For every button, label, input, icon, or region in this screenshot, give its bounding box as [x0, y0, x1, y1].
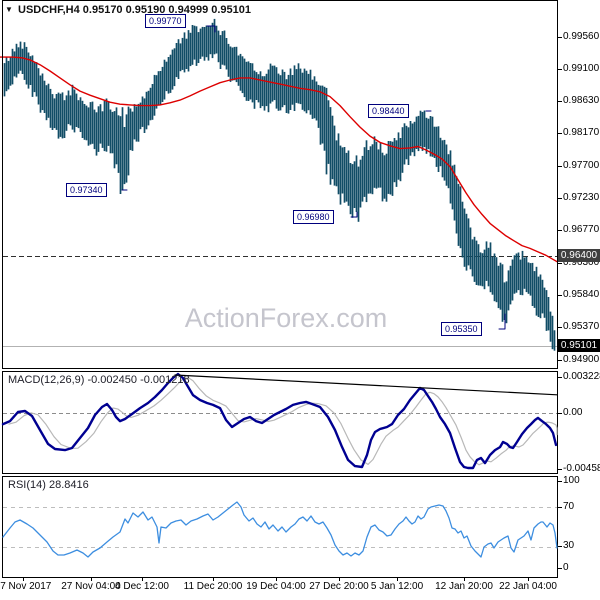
annotation-connector-4 [498, 313, 506, 330]
price-axis-label: 0.99100 [563, 63, 600, 74]
price-axis-label: 0.98170 [563, 127, 600, 138]
time-axis-label: 12 Jan 20:00 [435, 581, 493, 592]
time-axis-label: 4 Dec 12:00 [115, 581, 169, 592]
rsi-axis-label: 100 [563, 475, 580, 486]
macd-axis-label: -0.004588 [563, 463, 600, 474]
price-annotation-0.97340: 0.97340 [66, 183, 107, 197]
macd-main-line [1, 372, 558, 470]
price-axis-label: 0.99560 [563, 31, 600, 42]
rsi-axis-label: 70 [563, 501, 575, 512]
watermark: ActionForex.com [184, 303, 388, 333]
macd-trendline [174, 374, 558, 396]
macd-signal-line [8, 377, 558, 466]
macd-axis-label: 0.00 [563, 407, 583, 418]
rsi-axis-label: 0 [563, 562, 569, 573]
price-panel-border [2, 0, 558, 369]
price-axis-label: 0.96770 [563, 224, 600, 235]
time-axis-label: 27 Nov 04:00 [61, 581, 121, 592]
annotation-connector-2 [350, 211, 358, 218]
price-annotation-0.99770: 0.99770 [145, 14, 186, 28]
price-annotation-0.96980: 0.96980 [293, 210, 334, 224]
price-axis-label: 0.95370 [563, 321, 600, 332]
symbol-ohlc-title: USDCHF,H4 0.95170 0.95190 0.94999 0.9510… [18, 4, 252, 16]
rsi-panel-border [2, 476, 558, 578]
price-axis-label: 0.98630 [563, 95, 600, 106]
price-axis-label: 0.97700 [563, 160, 600, 171]
candle-bars [3, 18, 556, 351]
price-annotation-0.98440: 0.98440 [368, 104, 409, 118]
price-axis-label: 0.97230 [563, 192, 600, 203]
time-axis-label: 17 Nov 2017 [0, 581, 52, 592]
price-annotation-0.95350: 0.95350 [441, 322, 482, 336]
rsi-axis-label: 30 [563, 540, 575, 551]
time-axis-label: 19 Dec 04:00 [246, 581, 306, 592]
price-axis-label: 0.94900 [563, 354, 600, 365]
time-axis-label: 11 Dec 20:00 [183, 581, 243, 592]
time-axis-label: 27 Dec 20:00 [309, 581, 369, 592]
price-badge-0.95101: 0.95101 [558, 339, 600, 352]
price-axis-label: 0.95840 [563, 289, 600, 300]
time-axis-label: 5 Jan 12:00 [370, 581, 424, 592]
price-axis-label: 0.96300 [563, 257, 600, 268]
dropdown-arrow-icon[interactable]: ▼ [5, 5, 13, 14]
annotation-connector-0 [206, 25, 216, 33]
macd-panel-border [2, 371, 558, 474]
ma-line-red [0, 56, 558, 263]
macd-indicator-label: MACD(12,26,9) -0.002450 -0.001218 [8, 374, 190, 386]
rsi-line [2, 501, 558, 558]
macd-axis-label: 0.003228 [563, 371, 600, 382]
time-axis-label: 22 Jan 04:00 [499, 581, 557, 592]
price-badge-0.96400: 0.96400 [558, 249, 600, 262]
rsi-indicator-label: RSI(14) 28.8416 [8, 479, 89, 491]
